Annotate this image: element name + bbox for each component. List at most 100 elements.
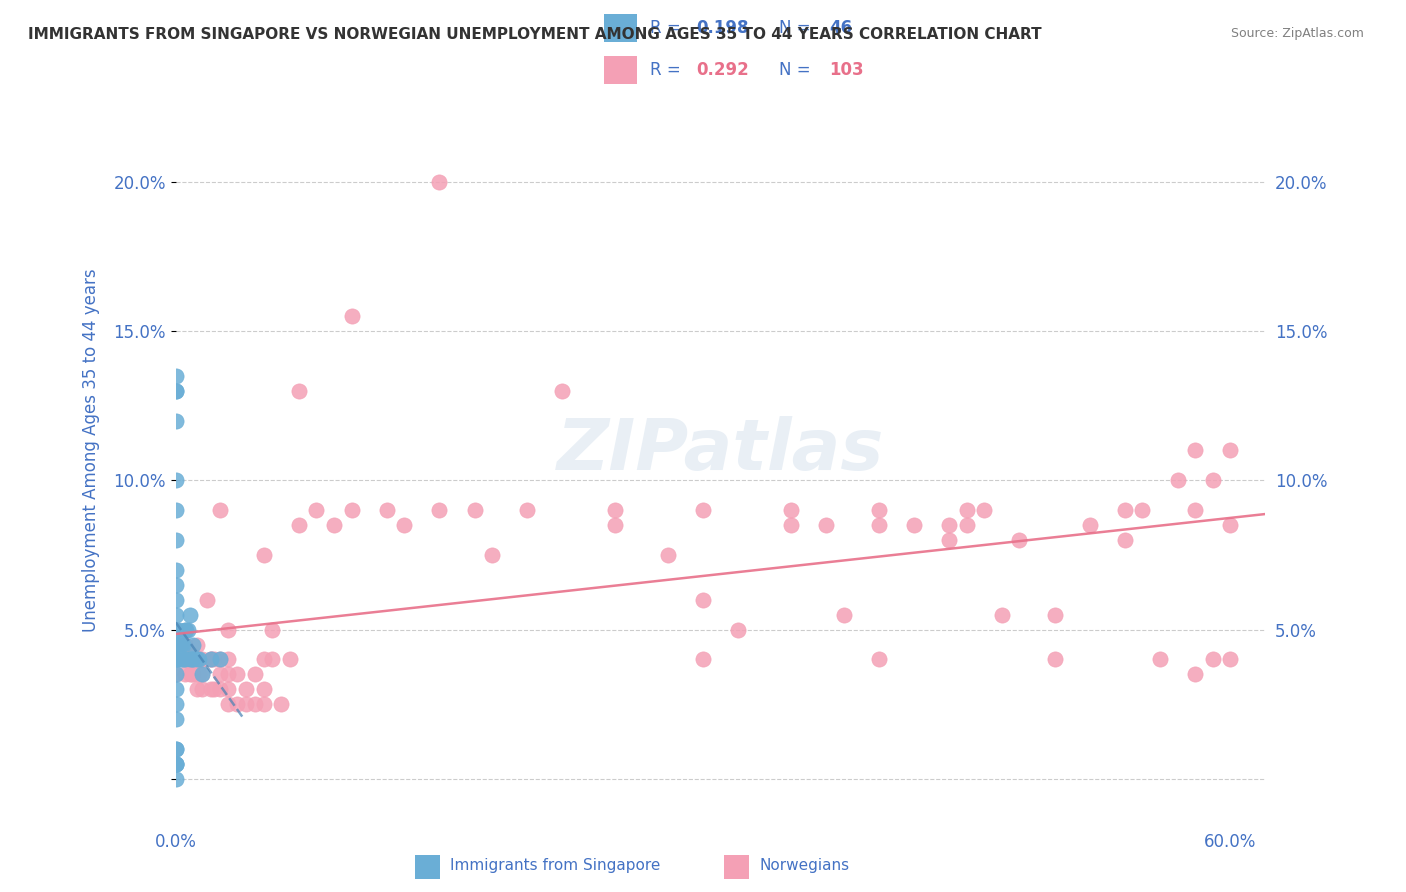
Point (180, 667, 202, 681)
Point (165, 592, 187, 607)
Point (177, 623, 200, 637)
Point (173, 667, 195, 681)
Point (243, 667, 266, 681)
Text: 0.292: 0.292 (697, 62, 749, 79)
Point (191, 682, 214, 697)
Text: N =: N = (779, 62, 815, 79)
Point (226, 667, 249, 681)
Point (692, 592, 714, 607)
Point (208, 652, 231, 666)
Point (165, 533, 187, 547)
Point (165, 772, 187, 786)
Point (179, 652, 201, 666)
Point (340, 309, 363, 323)
Point (973, 503, 995, 517)
Point (305, 503, 328, 517)
Point (173, 652, 195, 666)
Point (169, 652, 191, 666)
Point (200, 652, 222, 666)
Point (173, 638, 195, 652)
Point (173, 652, 195, 666)
Point (165, 652, 187, 666)
Point (179, 607, 201, 622)
Point (165, 667, 187, 681)
Text: N =: N = (779, 19, 815, 37)
Text: 103: 103 (828, 62, 863, 79)
Point (165, 414, 187, 428)
Point (200, 652, 222, 666)
Point (217, 698, 239, 712)
Point (204, 682, 226, 697)
Point (1043, 607, 1066, 622)
Point (208, 682, 231, 697)
Point (832, 607, 855, 622)
Point (191, 667, 214, 681)
Point (186, 652, 208, 666)
Point (208, 652, 231, 666)
Point (938, 518, 960, 533)
Point (1219, 652, 1241, 666)
Point (464, 503, 486, 517)
Point (1132, 503, 1154, 517)
Point (165, 563, 187, 577)
Point (1202, 473, 1225, 487)
Text: Norwegians: Norwegians (759, 858, 849, 872)
Point (165, 638, 187, 652)
Point (169, 623, 191, 637)
Point (727, 623, 749, 637)
Point (323, 518, 346, 533)
Point (226, 698, 249, 712)
Point (1114, 503, 1136, 517)
Point (1114, 533, 1136, 547)
Point (208, 667, 231, 681)
Point (956, 503, 979, 517)
Point (253, 698, 276, 712)
Point (235, 682, 257, 697)
Point (165, 757, 187, 772)
Point (173, 623, 195, 637)
Point (243, 698, 266, 712)
Text: 46: 46 (828, 19, 852, 37)
Point (991, 607, 1014, 622)
Point (191, 667, 214, 681)
Point (1149, 652, 1171, 666)
Text: ZIPatlas: ZIPatlas (557, 416, 884, 485)
Point (217, 667, 239, 681)
Point (165, 682, 187, 697)
Point (204, 652, 226, 666)
Point (427, 175, 450, 189)
Point (187, 667, 209, 681)
Text: R =: R = (651, 19, 686, 37)
Point (235, 698, 257, 712)
Point (903, 518, 925, 533)
Point (868, 652, 890, 666)
Text: 0.198: 0.198 (697, 19, 749, 37)
Point (253, 548, 276, 562)
Point (551, 384, 574, 398)
Point (217, 682, 239, 697)
Point (779, 503, 801, 517)
Point (180, 652, 202, 666)
Text: 0.0%: 0.0% (155, 833, 197, 851)
Point (200, 682, 222, 697)
Point (1184, 503, 1206, 517)
Point (165, 578, 187, 592)
Point (956, 518, 979, 533)
Point (186, 638, 208, 652)
Point (516, 503, 538, 517)
Point (692, 652, 714, 666)
Point (165, 607, 187, 622)
Point (270, 698, 292, 712)
Point (217, 623, 239, 637)
Point (165, 757, 187, 772)
Bar (605, 56, 637, 85)
Text: Source: ZipAtlas.com: Source: ZipAtlas.com (1230, 27, 1364, 40)
Bar (605, 14, 637, 42)
Point (868, 503, 890, 517)
Point (183, 652, 205, 666)
Point (165, 652, 187, 666)
Point (187, 652, 209, 666)
Point (165, 473, 187, 487)
Point (179, 652, 201, 666)
Point (1219, 518, 1241, 533)
